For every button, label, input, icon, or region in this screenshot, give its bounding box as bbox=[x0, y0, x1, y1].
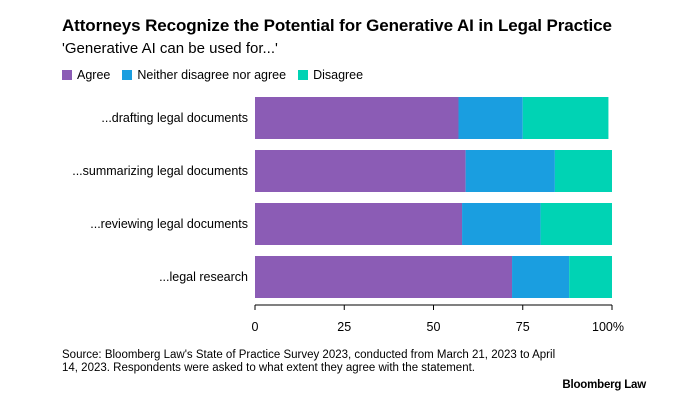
bar-segment-agree bbox=[255, 97, 459, 139]
x-tick-label: 75 bbox=[516, 320, 530, 334]
bar-segment-agree bbox=[255, 150, 466, 192]
category-label: ...reviewing legal documents bbox=[90, 217, 248, 231]
legend-swatch bbox=[122, 70, 133, 80]
bar-segment-disagree bbox=[540, 203, 612, 245]
brand-logo: Bloomberg Law bbox=[562, 379, 646, 391]
bar-segment-agree bbox=[255, 256, 513, 298]
category-label: ...drafting legal documents bbox=[101, 111, 248, 125]
bar-segment-disagree bbox=[554, 150, 612, 192]
x-tick-label: 100% bbox=[592, 320, 624, 334]
x-tick-label: 0 bbox=[252, 320, 259, 334]
legend-label: Neither disagree nor agree bbox=[137, 68, 287, 82]
legend-item: Neither disagree nor agree bbox=[122, 68, 286, 82]
legend-swatch bbox=[298, 70, 309, 80]
bar-segment-neither-disagree-nor-agree bbox=[458, 97, 523, 139]
bar-segment-disagree bbox=[522, 97, 609, 139]
chart-legend: Agree Neither disagree nor agree Disagree bbox=[62, 68, 375, 82]
legend-label: Disagree bbox=[313, 68, 364, 82]
bar-segment-neither-disagree-nor-agree bbox=[512, 256, 570, 298]
legend-label: Agree bbox=[77, 68, 111, 82]
bar-segment-agree bbox=[255, 203, 463, 245]
category-label: ...summarizing legal documents bbox=[72, 164, 248, 178]
legend-swatch bbox=[62, 70, 72, 80]
category-label: ...legal research bbox=[159, 270, 248, 284]
source-note: Source: Bloomberg Law's State of Practic… bbox=[62, 349, 556, 374]
stacked-bar-chart: ...drafting legal documents ...summarizin… bbox=[72, 97, 624, 334]
legend-item: Agree bbox=[62, 68, 110, 82]
bar-segment-neither-disagree-nor-agree bbox=[462, 203, 541, 245]
bar-segment-neither-disagree-nor-agree bbox=[465, 150, 555, 192]
x-tick-label: 25 bbox=[337, 320, 351, 334]
legend-item: Disagree bbox=[298, 68, 363, 82]
chart-title: Attorneys Recognize the Potential for Ge… bbox=[62, 16, 612, 35]
chart-subtitle: 'Generative AI can be used for...' bbox=[62, 40, 278, 57]
bar-segment-disagree bbox=[569, 256, 612, 298]
x-tick-label: 50 bbox=[427, 320, 441, 334]
